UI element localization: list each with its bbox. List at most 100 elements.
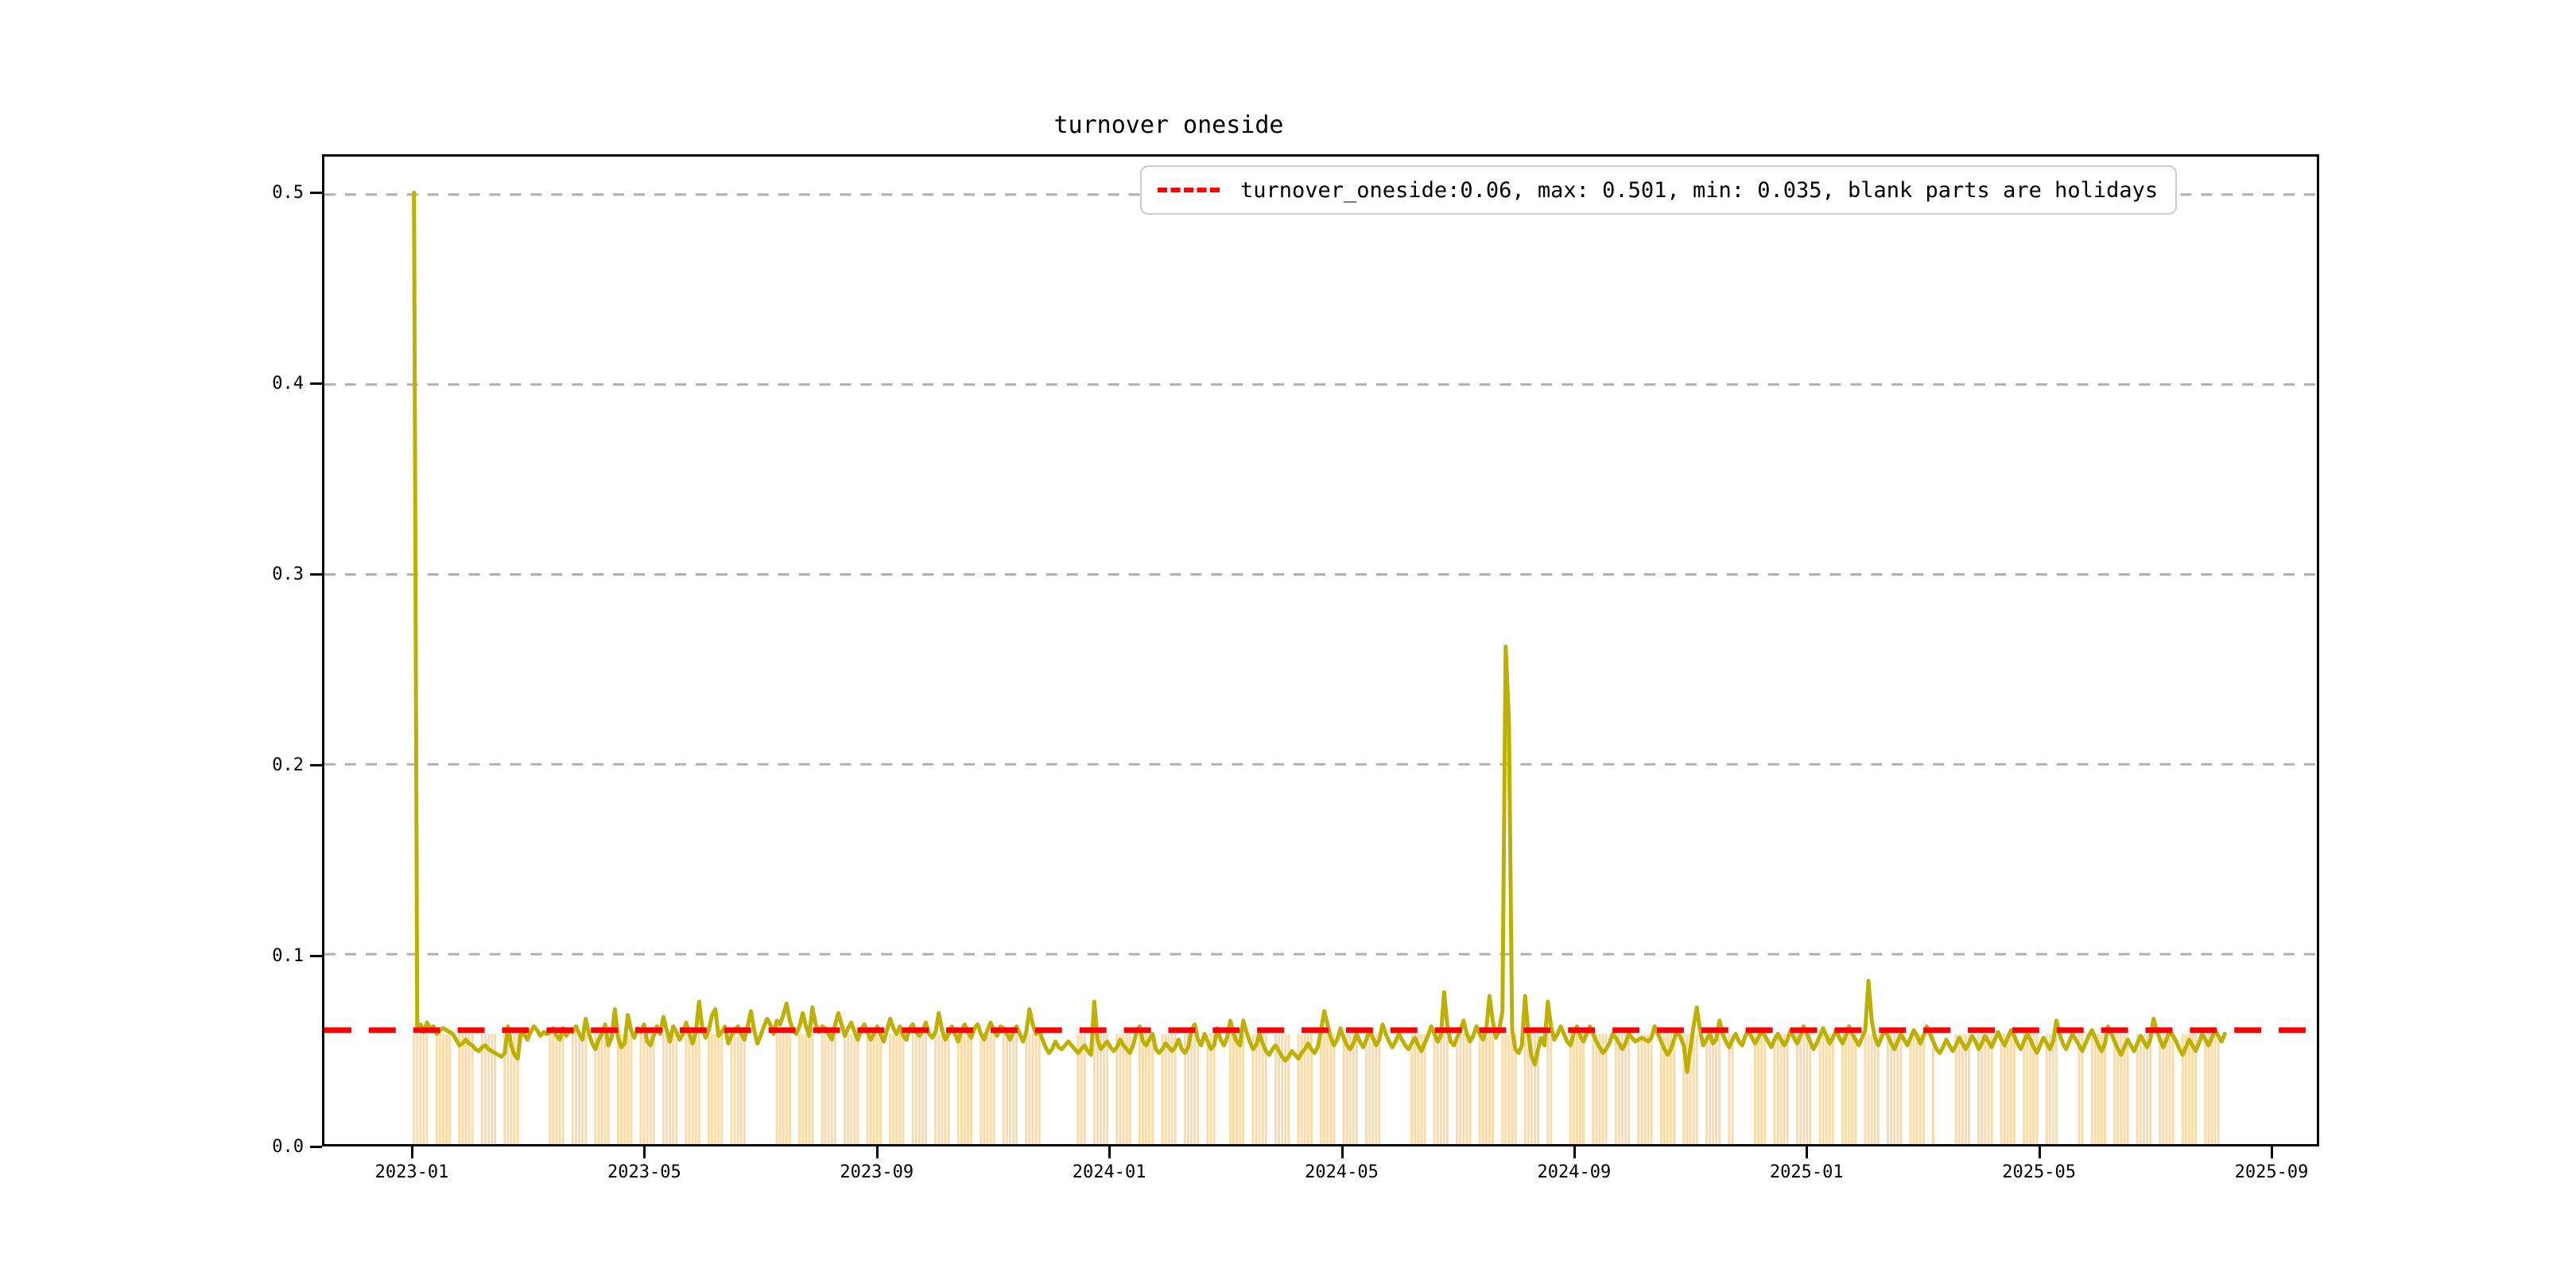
trading-day-bar: [600, 1034, 603, 1144]
trading-day-bar: [730, 1034, 733, 1144]
trading-day-bar: [1209, 1034, 1212, 1144]
trading-day-bar: [1297, 1034, 1300, 1144]
trading-day-bar: [1420, 1034, 1423, 1144]
trading-day-bar: [649, 1034, 652, 1144]
trading-day-bar: [889, 1034, 892, 1144]
trading-day-bar: [1028, 1034, 1031, 1144]
trading-day-bar: [1478, 1034, 1481, 1144]
trading-day-bar: [892, 1034, 895, 1144]
trading-day-bar: [444, 1034, 448, 1144]
chart-legend[interactable]: turnover_oneside:0.06, max: 0.501, min: …: [1140, 165, 2178, 215]
trading-day-bar: [2048, 1034, 2051, 1144]
trading-day-bar: [714, 1034, 717, 1144]
trading-day-bar: [1309, 1034, 1313, 1144]
trading-day-bar: [467, 1034, 471, 1144]
trading-day-bar: [1365, 1034, 1368, 1144]
y-axis-tick-label: 0.5: [272, 183, 304, 203]
trading-day-bar: [2032, 1034, 2035, 1144]
trading-day-bar: [1183, 1034, 1186, 1144]
trading-day-bar: [1728, 1034, 1731, 1144]
trading-day-bar: [775, 1034, 778, 1144]
trading-day-bar: [1873, 1034, 1876, 1144]
trading-day-bar: [422, 1034, 425, 1144]
trading-day-bar: [788, 1034, 791, 1144]
trading-day-bar: [1417, 1034, 1420, 1144]
trading-day-bar: [2120, 1034, 2123, 1144]
legend-dash-swatch: [1158, 188, 1220, 192]
trading-day-bar: [2054, 1034, 2058, 1144]
trading-day-bar: [1530, 1034, 1533, 1144]
trading-day-bar: [847, 1034, 850, 1144]
trading-day-bar: [1818, 1034, 1821, 1144]
trading-day-bar: [1893, 1034, 1896, 1144]
trading-day-bar: [1342, 1034, 1345, 1144]
trading-day-bar: [1122, 1034, 1125, 1144]
trading-day-bar: [1228, 1034, 1232, 1144]
trading-day-bar: [2003, 1034, 2006, 1144]
trading-day-bar: [1987, 1034, 1990, 1144]
trading-day-bar: [911, 1034, 914, 1144]
trading-day-bar: [616, 1034, 619, 1144]
trading-day-bar: [1161, 1034, 1164, 1144]
trading-day-bar: [1306, 1034, 1309, 1144]
trading-day-bar: [1569, 1034, 1572, 1144]
trading-day-bar: [1828, 1034, 1831, 1144]
trading-day-bar: [2184, 1034, 2187, 1144]
trading-day-bar: [1034, 1034, 1038, 1144]
trading-day-bar: [1352, 1034, 1355, 1144]
trading-day-bar: [902, 1034, 905, 1144]
trading-day-bar: [1038, 1034, 1041, 1144]
trading-day-bar: [941, 1034, 944, 1144]
trading-day-bar: [1326, 1034, 1329, 1144]
trading-day-bar: [1083, 1034, 1086, 1144]
trading-day-bar: [1261, 1034, 1264, 1144]
trading-day-bar: [697, 1034, 700, 1144]
trading-day-bar: [2012, 1034, 2015, 1144]
trading-day-bar: [921, 1034, 924, 1144]
trading-day-bar: [736, 1034, 739, 1144]
trading-day-bar: [558, 1034, 561, 1144]
trading-day-bar: [2139, 1034, 2142, 1144]
trading-day-bar: [1890, 1034, 1893, 1144]
trading-day-bar: [1773, 1034, 1776, 1144]
trading-day-bar: [1867, 1034, 1870, 1144]
y-axis-tick-mark: [310, 573, 322, 576]
legend-label: turnover_oneside:0.06, max: 0.501, min: …: [1240, 177, 2159, 203]
trading-day-bar: [425, 1034, 429, 1144]
trading-day-bar: [1637, 1034, 1640, 1144]
trading-day-bar: [1845, 1034, 1848, 1144]
trading-day-bar: [1015, 1034, 1018, 1144]
trading-day-bar: [1918, 1034, 1922, 1144]
trading-day-bar: [1442, 1034, 1445, 1144]
trading-day-bar: [1620, 1034, 1624, 1144]
trading-day-bar: [1300, 1034, 1303, 1144]
trading-day-bar: [1278, 1034, 1281, 1144]
trading-day-bar: [914, 1034, 918, 1144]
trading-day-bar: [480, 1034, 483, 1144]
trading-day-bar: [872, 1034, 875, 1144]
trading-day-bar: [1799, 1034, 1802, 1144]
trading-day-bar: [2000, 1034, 2003, 1144]
trading-day-bar: [733, 1034, 736, 1144]
trading-day-bar: [1604, 1034, 1608, 1144]
trading-day-bar: [830, 1034, 833, 1144]
trading-day-bar: [1323, 1034, 1326, 1144]
trading-day-bar: [1990, 1034, 1993, 1144]
trading-day-bar: [574, 1034, 577, 1144]
trading-day-bar: [2191, 1034, 2194, 1144]
trading-day-bar: [1190, 1034, 1193, 1144]
trading-day-bar: [584, 1034, 588, 1144]
trading-day-bar: [471, 1034, 474, 1144]
trading-day-bar: [934, 1034, 937, 1144]
trading-day-bar: [1258, 1034, 1261, 1144]
trading-day-bar: [1355, 1034, 1358, 1144]
trading-day-bar: [555, 1034, 558, 1144]
trading-day-bar: [487, 1034, 490, 1144]
x-axis-tick-label: 2023-05: [607, 1162, 681, 1182]
trading-day-bar: [1445, 1034, 1449, 1144]
plot-canvas: [324, 190, 2317, 1144]
trading-day-bar: [2113, 1034, 2116, 1144]
trading-day-bar: [1754, 1034, 1756, 1144]
trading-day-bar: [571, 1034, 574, 1144]
trading-day-bar: [458, 1034, 461, 1144]
